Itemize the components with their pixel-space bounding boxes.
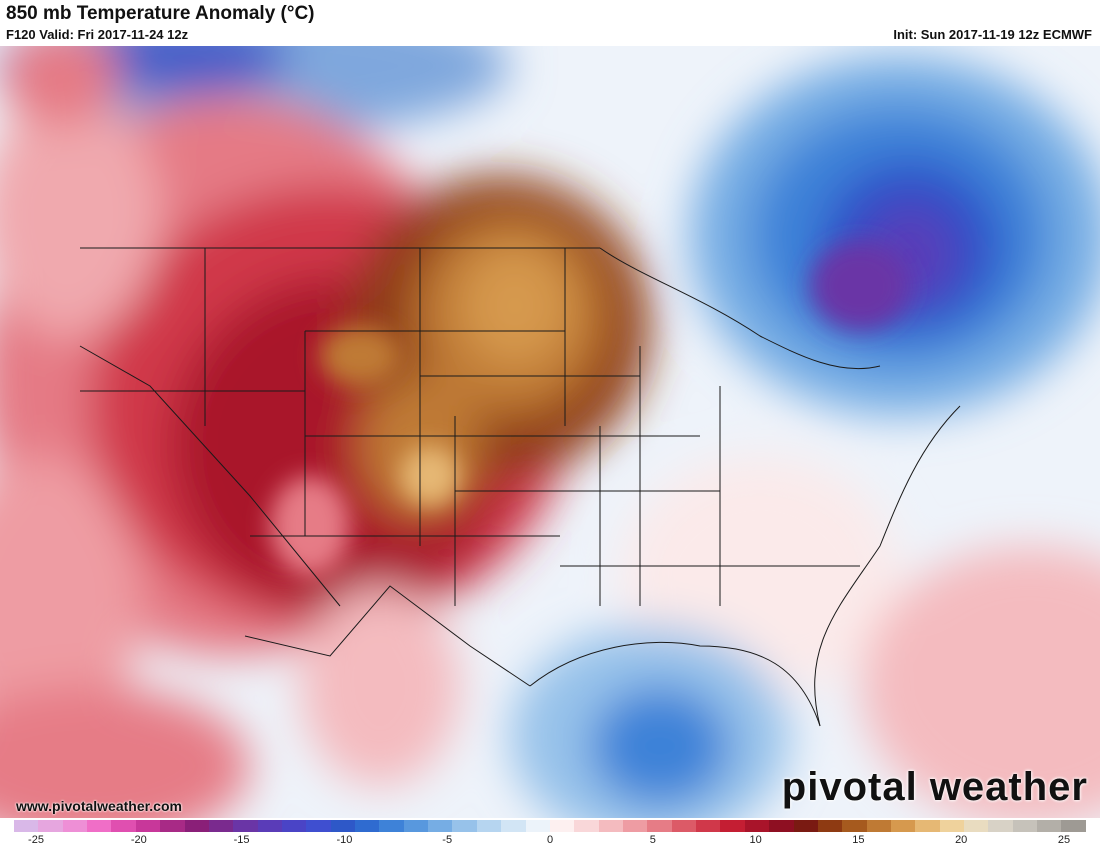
colorbar-segment [1061, 820, 1086, 832]
header: 850 mb Temperature Anomaly (°C) F120 Val… [0, 0, 1100, 46]
colorbar-segment [696, 820, 721, 832]
colorbar-segment [87, 820, 112, 832]
state-lines-horizontal [80, 330, 860, 567]
colorbar-tick-label: -10 [336, 834, 353, 846]
colorbar-segment [866, 820, 891, 832]
colorbar-segment [817, 820, 843, 832]
colorbar-segment [403, 820, 429, 832]
colorbar-segment [890, 820, 916, 832]
colorbar-segment [476, 820, 502, 832]
west-coast-line [79, 345, 341, 607]
anomaly-map-svg [0, 46, 1100, 818]
colorbar-segment [62, 820, 88, 832]
anomaly-map: www.pivotalweather.com pivotal weather [0, 46, 1100, 818]
colorbar-segment [257, 820, 282, 832]
colorbar-segment [525, 820, 550, 832]
colorbar-tick-label: -25 [28, 834, 44, 846]
colorbar-segment [720, 820, 745, 832]
colorbar-segment [622, 820, 648, 832]
colorbar-tick-label: 5 [649, 834, 656, 846]
colorbar-segment [842, 820, 867, 832]
colorbar-segment [14, 820, 39, 832]
colorbar-segment [915, 820, 940, 832]
colorbar: -25 -20 -15 -10 -5 0 5 10 15 20 25 [0, 818, 1100, 850]
colorbar-tick-label: 25 [1057, 834, 1071, 846]
colorbar-segment [1037, 820, 1062, 832]
colorbar-segment [208, 820, 234, 832]
colorbar-segment [671, 820, 697, 832]
brand-logo: pivotal weather [781, 765, 1088, 809]
colorbar-segment [744, 820, 770, 832]
colorbar-segment [281, 820, 307, 832]
colorbar-strip [14, 820, 1086, 832]
colorbar-tick-label: 0 [546, 834, 554, 846]
colorbar-segment [1012, 820, 1038, 832]
colorbar-segment [549, 820, 575, 832]
colorbar-labels: -25 -20 -15 -10 -5 0 5 10 15 20 25 [0, 834, 1100, 848]
colorbar-segment [233, 820, 258, 832]
anomaly-field [0, 46, 1100, 818]
colorbar-segment [793, 820, 818, 832]
colorbar-segment [135, 820, 161, 832]
colorbar-segment [379, 820, 404, 832]
init-time: Init: Sun 2017-11-19 12z ECMWF [893, 27, 1092, 42]
colorbar-segment [647, 820, 672, 832]
colorbar-segment [501, 820, 526, 832]
colorbar-segment [38, 820, 63, 832]
colorbar-tick-label: 15 [852, 834, 865, 846]
colorbar-segment [111, 820, 136, 832]
colorbar-segment [160, 820, 185, 832]
valid-time: F120 Valid: Fri 2017-11-24 12z [6, 27, 189, 42]
colorbar-tick-label: 10 [749, 834, 762, 846]
colorbar-segment [964, 820, 989, 832]
state-lines-vertical [204, 248, 721, 606]
colorbar-segment [184, 820, 209, 832]
site-url: www.pivotalweather.com [16, 798, 182, 814]
map-title: 850 mb Temperature Anomaly (°C) [6, 3, 315, 24]
colorbar-segment [330, 820, 356, 832]
us-mexico-border [244, 585, 531, 687]
colorbar-tick-label: 20 [955, 834, 968, 846]
colorbar-tick-label: -5 [442, 834, 453, 846]
colorbar-segment [428, 820, 453, 832]
boundary-lines [79, 247, 961, 727]
colorbar-segment [988, 820, 1013, 832]
gulf-coast-line [529, 641, 821, 727]
colorbar-tick-label: -15 [233, 834, 250, 846]
colorbar-segment [598, 820, 623, 832]
colorbar-segment [769, 820, 794, 832]
colorbar-segment [574, 820, 599, 832]
colorbar-segment [939, 820, 965, 832]
great-lakes-border [599, 247, 881, 370]
colorbar-segment [306, 820, 331, 832]
colorbar-segment [452, 820, 477, 832]
colorbar-segment [355, 820, 380, 832]
anomaly-detail [270, 241, 910, 576]
east-coast-line [814, 405, 961, 727]
colorbar-tick-label: -20 [130, 834, 147, 846]
